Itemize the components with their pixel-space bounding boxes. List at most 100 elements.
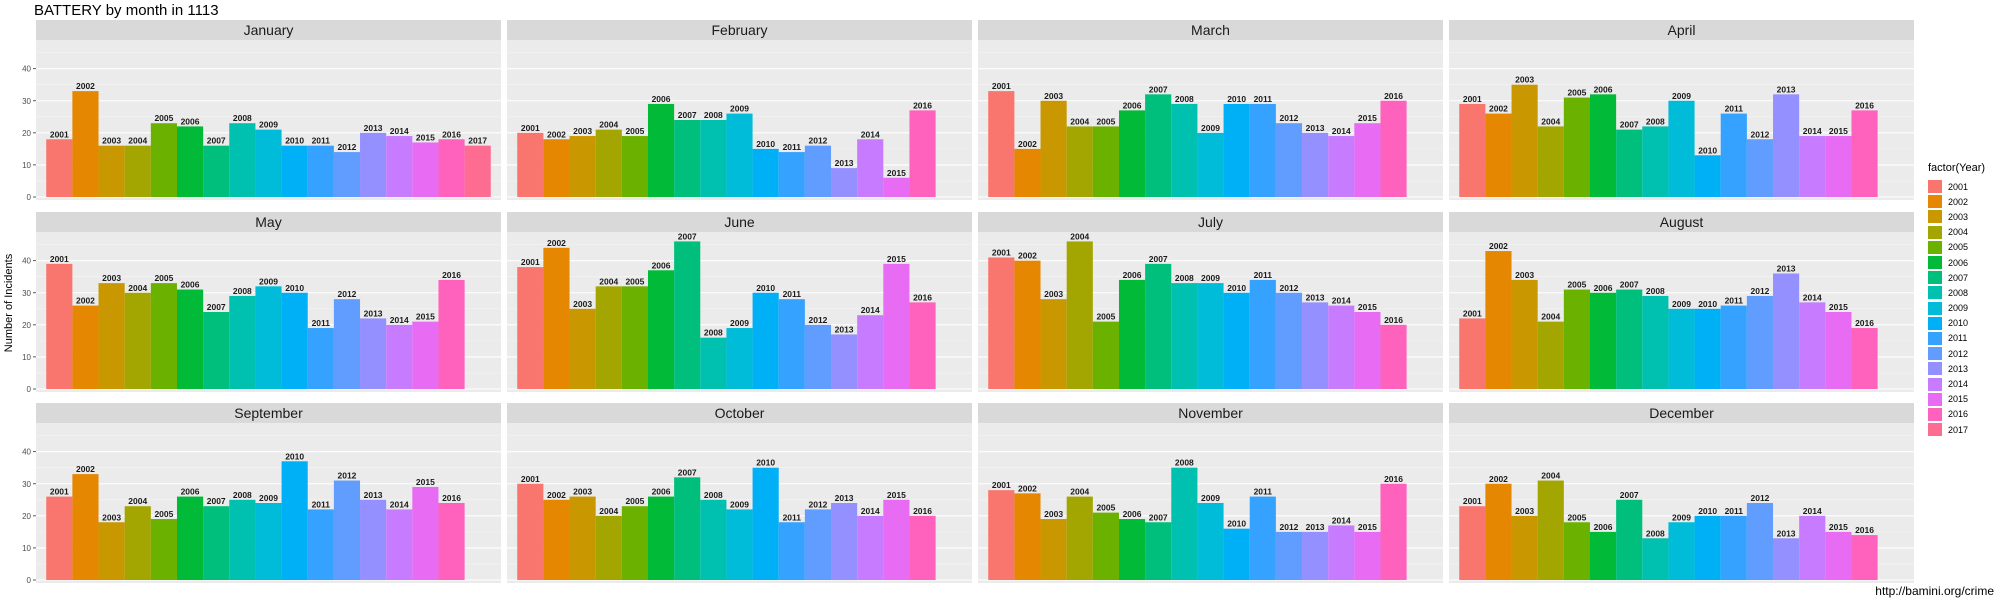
bar-year-label: 2008: [704, 328, 723, 338]
bar-year-label: 2004: [1070, 487, 1089, 497]
legend-label: 2014: [1948, 379, 1969, 390]
bar-2002: [1485, 483, 1512, 580]
bar-year-label: 2015: [1358, 302, 1377, 312]
bar-2010: [752, 148, 779, 197]
bar-year-label: 2002: [76, 81, 95, 91]
bar-2009: [1197, 503, 1224, 580]
bar-2009: [726, 113, 753, 197]
bar-year-label: 2011: [312, 318, 331, 328]
bar-2009: [255, 503, 282, 580]
bar-2005: [1563, 97, 1590, 197]
bar-year-label: 2004: [599, 276, 618, 286]
bar-2001: [988, 91, 1015, 197]
bar-year-label: 2007: [678, 231, 697, 241]
legend-item-2012: 2012: [1928, 346, 1985, 361]
bar-year-label: 2008: [233, 286, 252, 296]
facet-strip: [507, 212, 972, 232]
bar-2006: [176, 496, 204, 580]
bar-year-label: 2012: [1279, 113, 1298, 123]
bar-2016: [1851, 535, 1878, 580]
chart-title: BATTERY by month in 1113: [34, 2, 219, 19]
bar-year-label: 2015: [887, 254, 906, 264]
bar-2016: [1851, 110, 1878, 197]
bar-2003: [98, 522, 125, 580]
bar-2008: [1642, 295, 1669, 389]
bar-2013: [831, 334, 858, 389]
bar-year-label: 2004: [1070, 116, 1089, 126]
bar-year-label: 2007: [1149, 254, 1168, 264]
legend-item-2017: 2017: [1928, 422, 1985, 437]
bar-year-label: 2014: [390, 126, 409, 136]
bar-year-label: 2001: [992, 480, 1011, 490]
legend-item-2008: 2008: [1928, 285, 1985, 300]
legend-swatch: [1928, 301, 1942, 315]
bar-2004: [1537, 480, 1564, 580]
bar-2002: [543, 499, 570, 580]
legend-item-2004: 2004: [1928, 225, 1985, 240]
y-tick-label: 0: [27, 576, 32, 585]
bar-2003: [1511, 279, 1538, 389]
bar-2009: [726, 328, 753, 389]
bar-year-label: 2012: [1750, 129, 1769, 139]
legend-label: 2002: [1948, 196, 1969, 207]
bar-2004: [124, 506, 151, 580]
bar-year-label: 2013: [835, 493, 854, 503]
bar-year-label: 2001: [50, 254, 69, 264]
bar-year-label: 2016: [442, 129, 461, 139]
bar-year-label: 2008: [1646, 116, 1665, 126]
bar-year-label: 2009: [259, 120, 278, 130]
bar-2004: [595, 515, 622, 580]
bar-year-label: 2006: [652, 94, 671, 104]
bar-year-label: 2009: [1201, 273, 1220, 283]
bar-year-label: 2002: [1018, 139, 1037, 149]
bar-2009: [1668, 308, 1695, 389]
bar-2013: [1773, 94, 1800, 197]
bar-year-label: 2009: [1672, 512, 1691, 522]
bar-year-label: 2004: [128, 136, 147, 146]
bar-year-label: 2008: [704, 110, 723, 120]
bar-2014: [1328, 525, 1355, 580]
bar-2015: [412, 321, 439, 389]
legend-swatch: [1928, 316, 1942, 330]
facet-panel-december: December 2001 2002 2003 2004 2005 2006 2007 2008…: [1449, 403, 1914, 583]
bar-2013: [1773, 273, 1800, 389]
bar-2004: [1066, 126, 1093, 197]
bar-year-label: 2016: [913, 292, 932, 302]
legend-label: 2009: [1948, 303, 1969, 314]
bar-2010: [1223, 528, 1250, 580]
faceted-bar-chart: January 0 10 20 30 40 2001 2002 2003 2004 2005 2006…: [22, 20, 1914, 585]
bar-2012: [804, 145, 832, 197]
bar-year-label: 2008: [1646, 528, 1665, 538]
bar-2001: [46, 263, 73, 389]
bar-2007: [203, 506, 230, 580]
bar-year-label: 2011: [783, 512, 802, 522]
bar-2004: [124, 145, 151, 197]
bar-2010: [281, 461, 308, 580]
legend-item-2011: 2011: [1928, 331, 1985, 346]
bar-year-label: 2009: [259, 493, 278, 503]
bar-year-label: 2007: [1149, 512, 1168, 522]
legend-swatch: [1928, 256, 1942, 270]
bar-2016: [438, 279, 465, 389]
bar-year-label: 2014: [861, 129, 880, 139]
bar-2002: [72, 305, 99, 389]
legend-item-2003: 2003: [1928, 209, 1985, 224]
bar-2011: [1720, 515, 1747, 580]
facet-panel-march: March 2001 2002 2003 2004 2005 2006 2007 2008 200…: [978, 20, 1443, 200]
y-tick-label: 10: [22, 353, 31, 362]
bar-year-label: 2013: [1306, 522, 1325, 532]
bar-2002: [1485, 113, 1512, 197]
bar-year-label: 2010: [1698, 506, 1717, 516]
bar-year-label: 2015: [1829, 522, 1848, 532]
source-caption: http://bamini.org/crime: [1875, 584, 1994, 598]
bar-2001: [517, 132, 544, 197]
bar-2015: [1354, 123, 1381, 197]
bar-year-label: 2016: [1855, 525, 1874, 535]
facet-strip: [507, 403, 972, 423]
bar-year-label: 2013: [1306, 123, 1325, 133]
bar-year-label: 2012: [1750, 286, 1769, 296]
bar-2004: [1537, 321, 1564, 389]
legend-label: 2005: [1948, 242, 1969, 253]
bar-year-label: 2009: [1672, 91, 1691, 101]
bar-2003: [569, 136, 596, 197]
